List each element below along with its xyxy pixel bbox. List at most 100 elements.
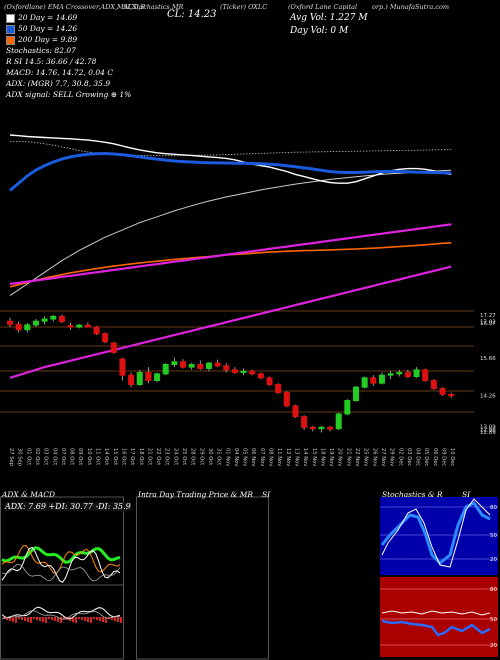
candle-body [370,377,377,384]
candle-body [188,363,195,368]
price-label: 12.89 [480,430,496,436]
candle-body [240,370,247,373]
ma-50-day-line [9,151,452,192]
macd-histogram-bar [60,617,62,623]
price-label: 13.09 [480,425,496,431]
indicator-line: MACD: 14.76, 14.72, 0.04 C [6,67,131,78]
candle-body [301,416,308,428]
candle-body [448,393,455,397]
stoch-d-line [381,498,491,568]
indicator-line: R SI 14.5: 36.66 / 42.78 [6,56,131,67]
macd-histogram-bar [90,617,92,623]
candle-body [439,388,446,395]
candle-body [396,371,403,375]
macd-line [1,606,121,620]
indicator-line: ADX: (MGR) 7.7, 30.8, 35.9 [6,78,131,89]
macd-histogram-bar [57,617,59,622]
date-tick-label: 04 Dec [415,448,421,466]
rsi-tick-label: 50 [490,617,497,623]
macd-histogram-bar [24,617,26,621]
macd-histogram-bar [93,617,95,619]
macd-histogram-bar [114,617,116,621]
candle-body [76,324,83,328]
indicator-line-text: Stochastics: 82.07 [6,46,76,55]
date-tick-label: 06 Nov [250,448,256,466]
candle-body [292,405,299,418]
date-tick-label: 29 Nov [389,448,395,466]
macd-histogram-bar [30,617,32,623]
candle-body [84,324,91,328]
candle-body [223,365,230,371]
date-tick-label: 25 Nov [363,448,369,466]
candle-body [257,373,264,379]
adx-trend-line [1,563,121,582]
date-tick-label: 07 Nov [259,448,265,466]
macd-histogram-bar [105,617,107,623]
magenta-trend-line [9,223,452,285]
indicator-line: ADX signal: SELL Growing ⊕ 1% [6,89,131,100]
date-tick-label: 18 Nov [319,448,325,466]
candle-body [378,374,385,384]
indicator-line-text: 200 Day = 9.89 [18,35,78,44]
macd-histogram-bar [117,617,119,622]
macd-histogram-bar [81,617,83,620]
candle-body [93,326,100,335]
candle-body [327,426,334,430]
header-left: (Oxfordlane) EMA Crossover,ADX,MACD,B [4,3,146,11]
price-label: 15.66 [480,356,496,362]
intraday-panel-title: Intra Day Trading Price & MR [138,490,254,499]
indicator-line: 50 Day = 14.26 [6,23,131,34]
candle-body [309,426,316,430]
date-tick-label: 14 Nov [302,448,308,466]
color-swatch [6,24,15,34]
candle-body [58,315,65,323]
date-tick-label: 25 Oct [181,448,187,465]
macd-histogram-bar [45,617,47,623]
date-tick-label: 20 Nov [337,448,343,466]
date-tick-label: 15 Oct [112,448,118,465]
long-term-band-upper [9,140,452,156]
indicator-line: 200 Day = 9.89 [6,34,131,45]
candle-body [422,369,429,382]
macd-histogram-bar [96,617,98,620]
candle-body [50,315,57,320]
close-price: CL: 14.23 [167,9,217,20]
date-tick-label: 01 Nov [224,448,230,466]
date-tick-label: 15 Nov [311,448,317,466]
rsi-panel-bg [380,577,498,657]
date-tick-label: 08 Oct [69,448,75,465]
date-tick-label: 30 Oct [207,448,213,465]
macd-histogram-bar [18,617,20,619]
candle-body [335,413,342,430]
candle-body [404,371,411,378]
price-label: 17.27 [480,313,496,319]
date-tick-label: 02 Oct [34,448,40,465]
macd-histogram-bar [48,617,50,619]
candle-body [32,320,39,326]
macd-histogram-bar [111,617,113,620]
date-tick-label: 22 Nov [354,448,360,466]
macd-histogram-bar [21,617,23,620]
stoch-tick-label: 50 [490,533,497,539]
date-tick-label: 21 Nov [345,448,351,466]
date-tick-label: 17 Oct [129,448,135,465]
adx-panel-frame [0,496,124,660]
date-tick-label: 19 Nov [328,448,334,466]
candle-body [231,369,238,373]
rsi-tick-label: 20 [490,643,497,649]
candle-body [24,324,31,331]
indicator-line-text: MACD: 14.76, 14.72, 0.04 C [6,68,114,77]
adx-plus-di-line [1,546,121,564]
candle-body [205,362,212,369]
candle-body [41,318,48,322]
indicator-line-text: ADX signal: SELL Growing ⊕ 1% [6,90,132,99]
macd-histogram-bar [9,617,11,621]
macd-histogram-bar [33,617,35,619]
candle-body [361,377,368,388]
macd-histogram-bar [87,617,89,622]
indicator-line: 20 Day = 14.69 [6,12,131,23]
candle-body [171,361,178,365]
date-tick-label: 11 Nov [276,448,282,466]
intraday-panel-frame [136,496,269,660]
date-tick-label: 05 Dec [423,448,429,466]
